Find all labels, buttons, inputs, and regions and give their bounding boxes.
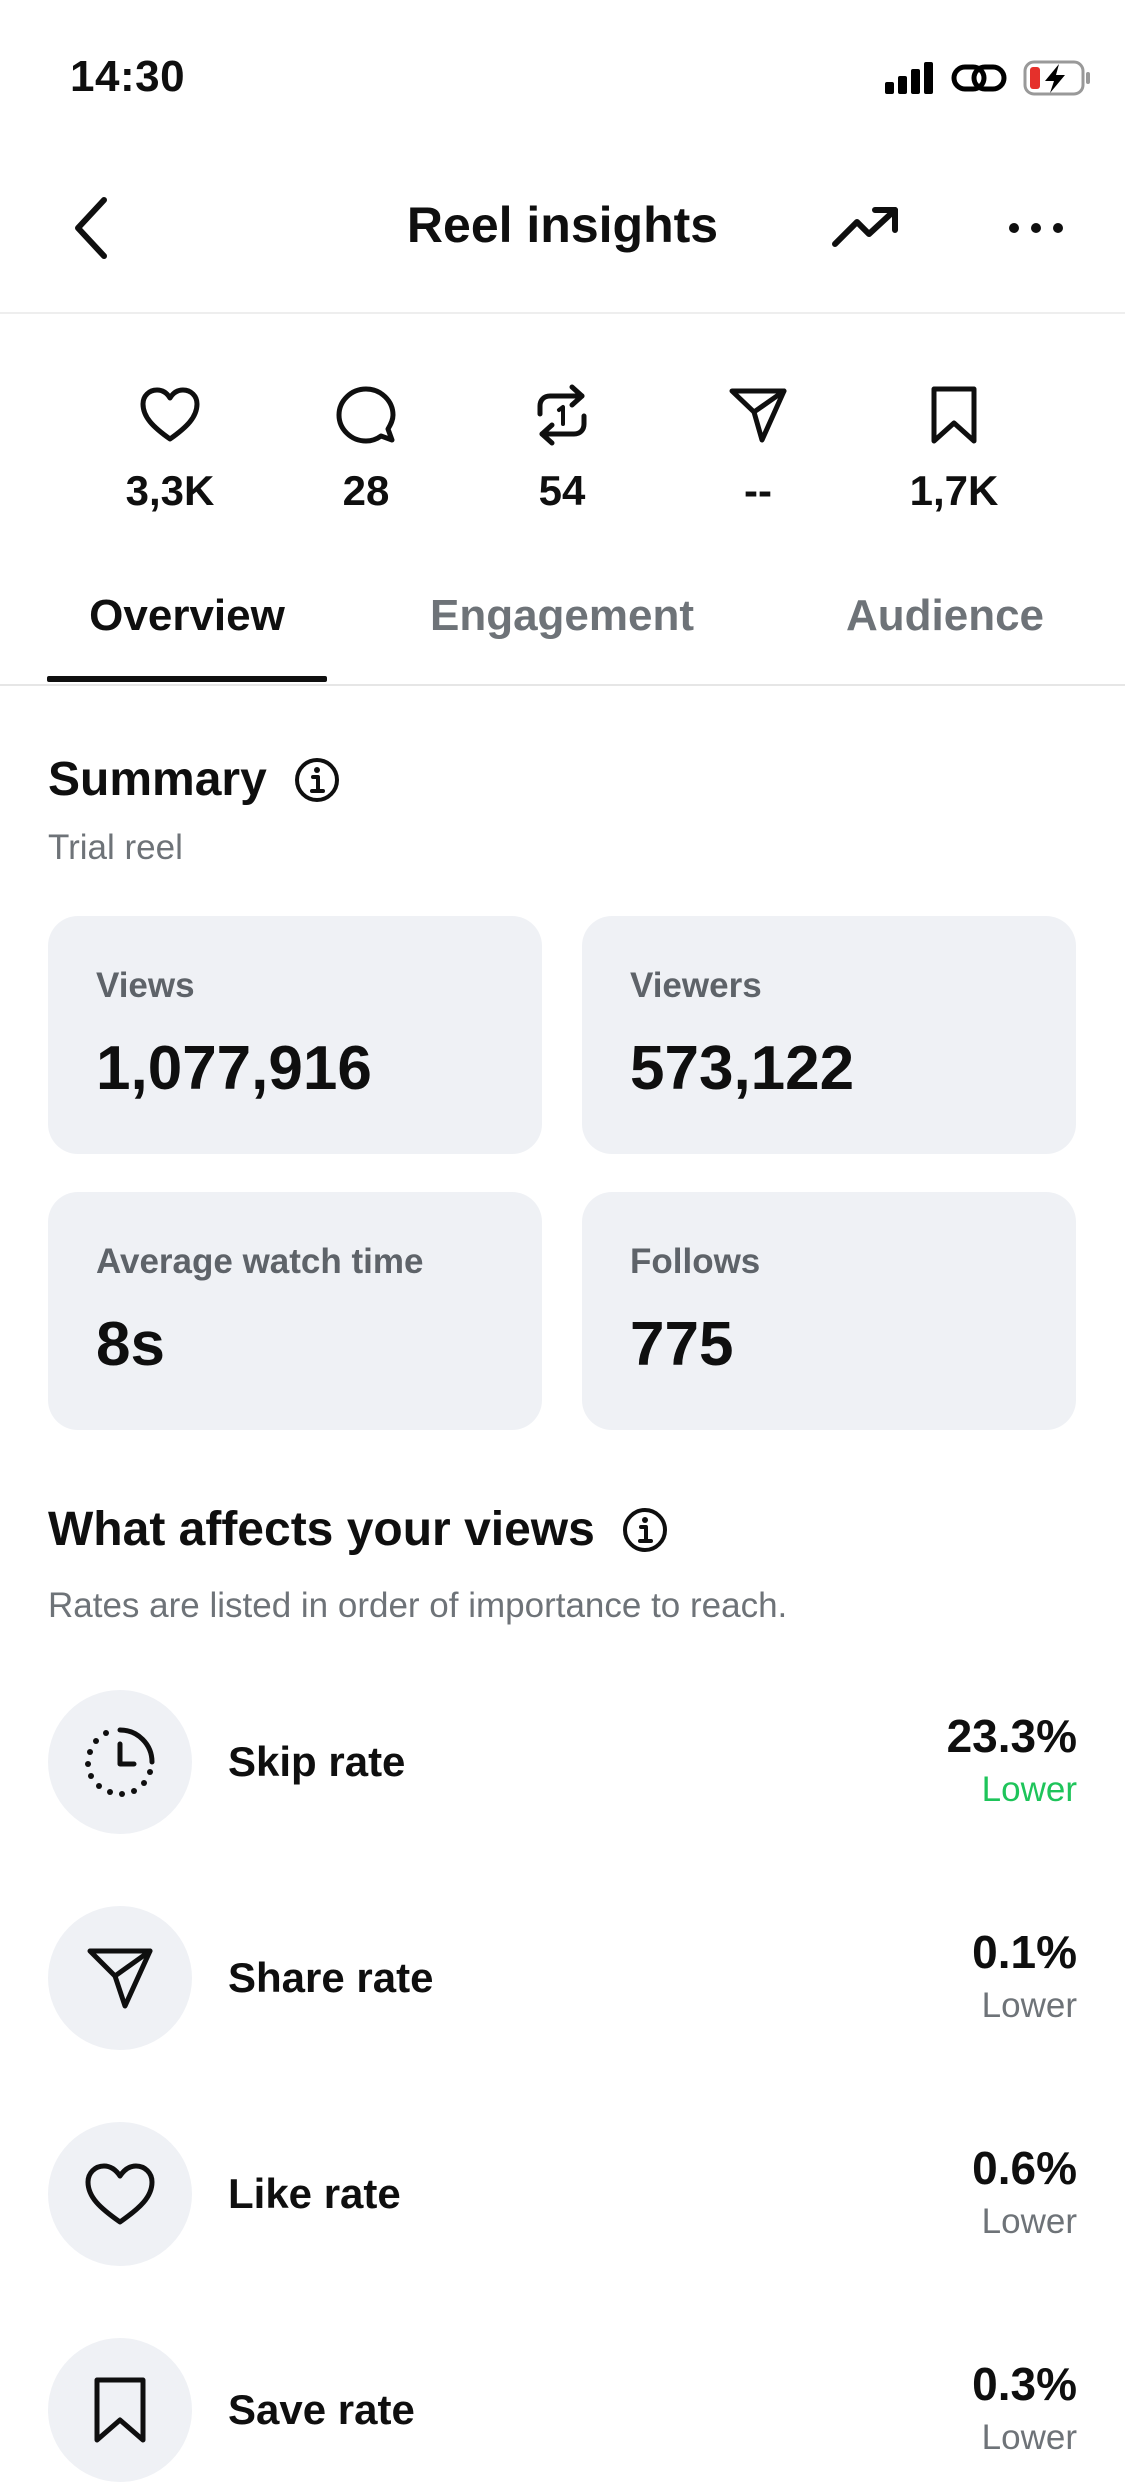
status-time: 14:30 (70, 52, 186, 101)
heart-icon (139, 387, 201, 443)
rate-label: Share rate (228, 1954, 434, 2001)
more-options-button[interactable] (1000, 192, 1072, 264)
info-icon[interactable] (621, 1506, 669, 1554)
card-value: 8s (96, 1310, 165, 1379)
rate-icon-bg (48, 1690, 192, 1834)
summary-title: Summary (48, 753, 267, 806)
chevron-left-icon (70, 196, 110, 260)
summary-heading: Summary (48, 752, 341, 807)
rate-label: Save rate (228, 2386, 415, 2433)
rate-icon-bg (48, 1906, 192, 2050)
stat-comments: 28 (286, 380, 446, 516)
info-icon[interactable] (293, 756, 341, 804)
tab-overview[interactable]: Overview (89, 591, 285, 640)
bookmark-icon (92, 2375, 148, 2445)
rate-row-like[interactable]: Like rate 0.6% Lower (48, 2122, 1077, 2266)
saves-count: 1,7K (909, 467, 999, 514)
card-label: Views (96, 966, 195, 1005)
card-label: Viewers (630, 966, 762, 1005)
reposts-count: 54 (538, 467, 586, 514)
bookmark-icon (930, 385, 978, 445)
rate-icon-bg (48, 2122, 192, 2266)
likes-count: 3,3K (125, 467, 215, 514)
rate-label: Skip rate (228, 1738, 406, 1785)
back-button[interactable] (60, 188, 120, 268)
heart-icon (84, 2162, 156, 2226)
follows-card: Follows 775 (582, 1192, 1076, 1430)
avg-watch-time-card: Average watch time 8s (48, 1192, 542, 1430)
stat-reposts: 54 (482, 380, 642, 516)
tab-audience[interactable]: Audience (845, 591, 1045, 640)
send-icon (85, 1945, 155, 2011)
summary-subtitle: Trial reel (48, 828, 183, 867)
rate-row-share[interactable]: Share rate 0.1% Lower (48, 1906, 1077, 2050)
rate-trend: Lower (981, 1986, 1077, 2025)
timer-icon (84, 1726, 156, 1798)
link-icon (951, 58, 1007, 98)
status-bar: 14:30 (0, 0, 1125, 160)
card-value: 573,122 (630, 1034, 855, 1103)
viewers-card: Viewers 573,122 (582, 916, 1076, 1154)
trend-button[interactable] (830, 192, 902, 264)
rate-trend: Lower (981, 1770, 1077, 1809)
shares-count: -- (744, 467, 772, 514)
rate-icon-bg (48, 2338, 192, 2482)
trending-up-icon (831, 206, 901, 250)
card-label: Average watch time (96, 1242, 424, 1281)
more-horizontal-icon (1008, 222, 1064, 234)
tab-engagement[interactable]: Engagement (429, 591, 695, 640)
affects-subtitle: Rates are listed in order of importance … (48, 1586, 788, 1625)
nav-header: Reel insights (0, 160, 1125, 314)
comments-count: 28 (342, 467, 390, 514)
stat-shares: -- (678, 380, 838, 516)
card-label: Follows (630, 1242, 761, 1281)
tab-bar: Overview Engagement Audience (0, 580, 1125, 686)
battery-charging-icon (1023, 58, 1093, 98)
cellular-signal-icon (883, 62, 935, 94)
rate-row-save[interactable]: Save rate 0.3% Lower (48, 2338, 1077, 2482)
stats-row: 3,3K 28 54 (0, 380, 1125, 530)
views-card: Views 1,077,916 (48, 916, 542, 1154)
stat-saves: 1,7K (874, 380, 1034, 516)
rate-trend: Lower (981, 2418, 1077, 2457)
rate-value: 0.1% (972, 1926, 1077, 1978)
send-icon (728, 386, 788, 444)
status-icons (883, 58, 1093, 98)
active-tab-indicator (47, 676, 327, 682)
page-title: Reel insights (406, 197, 719, 253)
rate-value: 23.3% (946, 1710, 1077, 1762)
rate-label: Like rate (228, 2170, 401, 2217)
stat-likes: 3,3K (90, 380, 250, 516)
repost-icon (534, 384, 590, 446)
rate-value: 0.3% (972, 2358, 1077, 2410)
card-value: 1,077,916 (96, 1034, 372, 1103)
rate-trend: Lower (981, 2202, 1077, 2241)
rate-value: 0.6% (972, 2142, 1077, 2194)
comment-icon (336, 385, 396, 445)
affects-heading: What affects your views (48, 1502, 669, 1557)
rate-row-skip[interactable]: Skip rate 23.3% Lower (48, 1690, 1077, 1834)
card-value: 775 (630, 1310, 734, 1379)
affects-title: What affects your views (48, 1503, 595, 1556)
